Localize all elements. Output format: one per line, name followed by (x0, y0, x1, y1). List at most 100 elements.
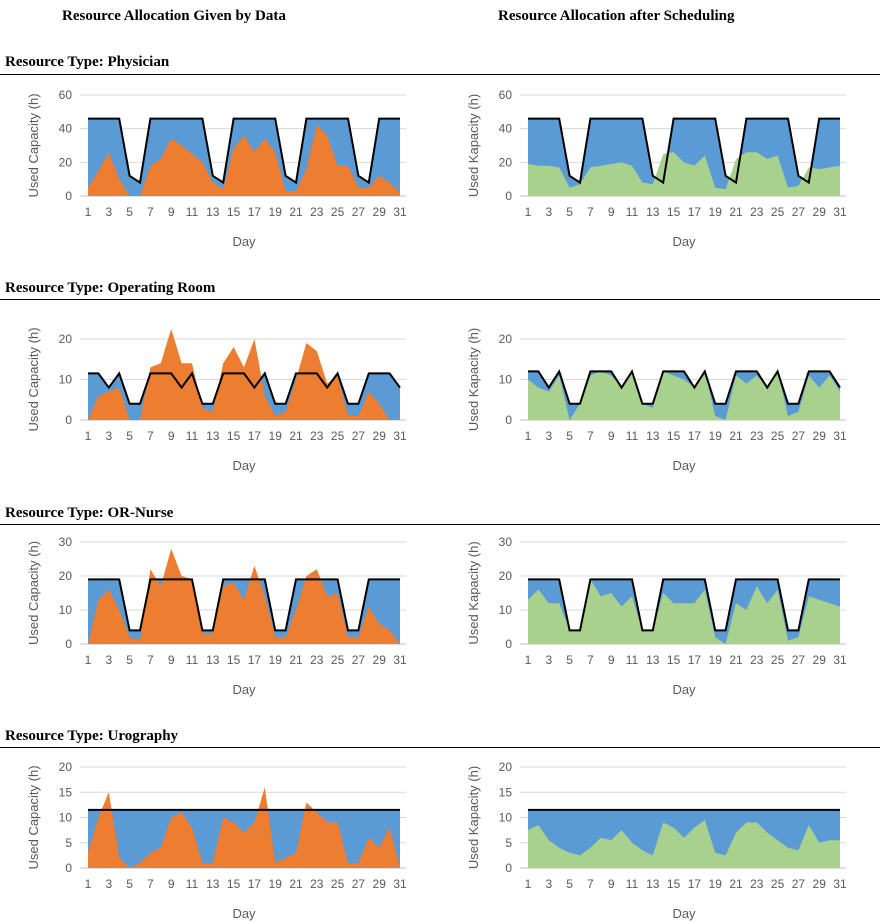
y-axis-title: Used Kapacity (h) (466, 94, 481, 197)
x-tick-label: 17 (688, 653, 702, 667)
section-title-or-nurse: Resource Type: OR-Nurse (5, 505, 174, 521)
x-tick-label: 5 (126, 653, 133, 667)
x-tick-label: 31 (393, 877, 407, 891)
y-tick-label: 10 (499, 603, 513, 617)
x-tick-label: 29 (813, 429, 827, 443)
x-axis-title: Day (672, 906, 696, 921)
y-tick-label: 40 (59, 122, 73, 136)
x-tick-label: 7 (147, 877, 154, 891)
y-tick-label: 20 (59, 155, 73, 169)
x-tick-label: 5 (566, 205, 573, 219)
x-tick-label: 23 (750, 653, 764, 667)
x-tick-label: 19 (269, 653, 283, 667)
x-tick-label: 9 (608, 429, 615, 443)
x-tick-label: 11 (626, 429, 639, 443)
x-tick-label: 9 (168, 653, 175, 667)
x-axis-title: Day (672, 458, 696, 473)
y-axis-title: Used Kapacity (h) (466, 766, 481, 869)
x-tick-label: 15 (227, 205, 241, 219)
y-tick-label: 0 (505, 413, 512, 427)
section-title-urography: Resource Type: Urography (5, 728, 179, 744)
x-tick-label: 1 (525, 205, 532, 219)
x-tick-label: 13 (646, 877, 660, 891)
x-tick-label: 5 (126, 205, 133, 219)
y-tick-label: 30 (499, 535, 513, 549)
x-axis-title: Day (232, 682, 256, 697)
x-tick-label: 11 (186, 205, 199, 219)
x-tick-label: 31 (833, 429, 847, 443)
x-tick-label: 3 (105, 205, 112, 219)
x-tick-label: 29 (813, 653, 827, 667)
x-tick-label: 13 (646, 429, 660, 443)
x-tick-label: 5 (566, 653, 573, 667)
x-tick-label: 1 (85, 205, 92, 219)
y-tick-label: 10 (59, 603, 73, 617)
y-tick-label: 20 (59, 760, 73, 774)
x-tick-label: 23 (310, 205, 324, 219)
x-tick-label: 31 (393, 429, 407, 443)
x-tick-label: 1 (85, 653, 92, 667)
section-divider-operating-room (0, 299, 880, 300)
x-tick-label: 7 (587, 205, 594, 219)
capacity-line (88, 371, 401, 405)
x-tick-label: 19 (269, 205, 283, 219)
x-tick-label: 31 (833, 205, 847, 219)
section-title-physician: Resource Type: Physician (5, 54, 170, 70)
x-axis-title: Day (232, 458, 256, 473)
x-tick-label: 31 (393, 205, 407, 219)
x-tick-label: 23 (750, 877, 764, 891)
x-tick-label: 5 (566, 877, 573, 891)
y-axis-title: Used Capacity (h) (26, 765, 41, 869)
x-tick-label: 11 (186, 877, 199, 891)
y-tick-label: 10 (59, 811, 73, 825)
x-tick-label: 21 (729, 877, 743, 891)
x-tick-label: 17 (688, 429, 702, 443)
y-tick-label: 0 (505, 189, 512, 203)
x-tick-label: 7 (147, 653, 154, 667)
x-tick-label: 3 (545, 429, 552, 443)
y-tick-label: 5 (505, 836, 512, 850)
y-axis-title: Used Capacity (h) (26, 327, 41, 431)
x-tick-label: 21 (289, 429, 303, 443)
x-tick-label: 1 (525, 429, 532, 443)
x-tick-label: 5 (126, 877, 133, 891)
right-column-header: Resource Allocation after Scheduling (498, 8, 735, 24)
x-tick-label: 17 (248, 205, 262, 219)
x-tick-label: 17 (248, 653, 262, 667)
x-tick-label: 21 (289, 205, 303, 219)
capacity-line (88, 578, 400, 632)
x-tick-label: 23 (310, 877, 324, 891)
x-tick-label: 13 (206, 429, 220, 443)
x-tick-label: 25 (771, 877, 785, 891)
y-tick-label: 20 (499, 569, 513, 583)
y-tick-label: 15 (499, 785, 513, 799)
x-tick-label: 15 (667, 429, 681, 443)
x-tick-label: 7 (587, 429, 594, 443)
used-capacity-area (528, 820, 840, 868)
x-tick-label: 29 (373, 429, 387, 443)
x-tick-label: 11 (626, 877, 639, 891)
y-tick-label: 20 (499, 760, 513, 774)
x-tick-label: 3 (545, 653, 552, 667)
x-tick-label: 23 (310, 429, 324, 443)
x-tick-label: 19 (269, 877, 283, 891)
y-tick-label: 20 (499, 155, 513, 169)
x-tick-label: 29 (813, 877, 827, 891)
y-tick-label: 10 (499, 373, 513, 387)
x-tick-label: 21 (289, 653, 303, 667)
y-tick-label: 0 (505, 861, 512, 875)
x-tick-label: 27 (352, 205, 366, 219)
x-tick-label: 9 (168, 205, 175, 219)
x-tick-label: 25 (331, 429, 345, 443)
x-tick-label: 25 (331, 877, 345, 891)
y-tick-label: 60 (59, 88, 73, 102)
y-tick-label: 10 (59, 373, 73, 387)
x-tick-label: 15 (667, 653, 681, 667)
x-tick-label: 7 (147, 205, 154, 219)
capacity-line (88, 117, 400, 185)
